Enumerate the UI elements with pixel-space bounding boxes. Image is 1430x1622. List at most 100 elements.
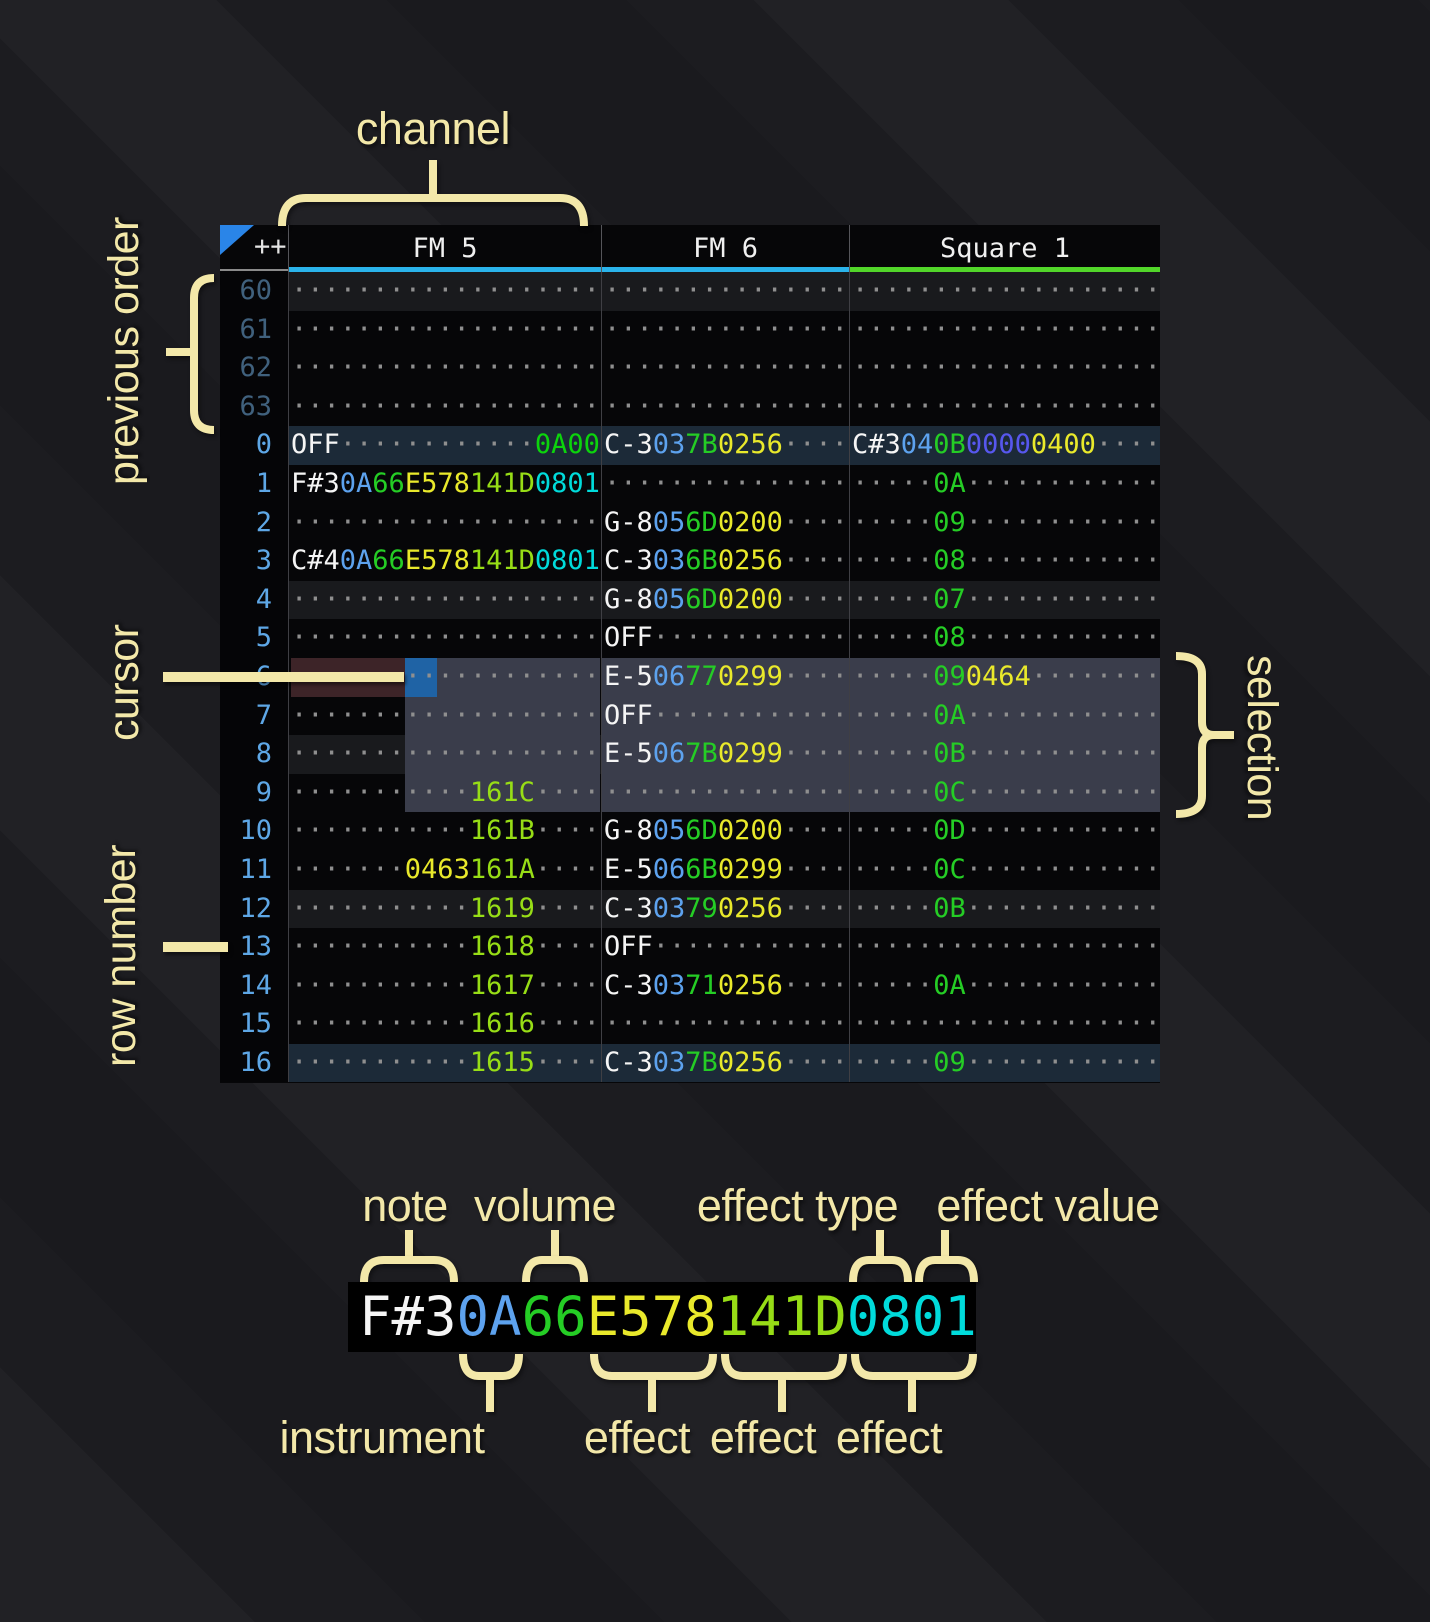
empty-segment: ··················· [291,313,600,345]
pattern-cell-fm6[interactable]: C-3036B0256···· [601,542,849,581]
pattern-cell-fm6[interactable]: C-3037B0256···· [601,1043,849,1083]
pattern-cell-fm6[interactable]: E-5066B0299···· [601,850,849,890]
pattern-cell-fm6[interactable]: C-303790256···· [601,889,849,929]
pattern-cell-fm5[interactable]: ··················· [288,387,601,427]
effect-value-bracket [915,1256,978,1283]
pattern-cell-fm6[interactable]: ··············· [601,387,849,427]
pattern-cell-fm6[interactable]: ··············· [601,310,849,350]
effect2-bracket [721,1353,847,1380]
channel-header-fm6[interactable]: FM 6 [601,225,849,272]
pattern-cell-sq[interactable]: ·····08············ [849,542,1160,581]
pattern-cell-fm5[interactable]: ·······0463161A···· [288,850,601,890]
empty-segment: ··················· [852,313,1160,345]
channel-underline [602,267,849,272]
pattern-cell-sq[interactable]: ··················· [849,349,1160,388]
pattern-cell-fm6[interactable]: G-8056D0200···· [601,812,849,851]
pattern-cell-sq[interactable]: C#3040B00000400···· [849,426,1160,465]
pattern-cell-fm5[interactable]: ···········1615···· [288,1043,601,1083]
channel-header-fm5[interactable]: FM 5 [288,225,601,272]
pattern-segment: 03 [652,429,686,461]
pattern-cell-fm5[interactable]: ··················· [288,503,601,543]
pattern-cell-fm6[interactable]: OFF············ [601,928,849,967]
pattern-cell-fm5[interactable]: ···········1617···· [288,966,601,1006]
pattern-cell-fm6[interactable]: ··············· [601,349,849,388]
pattern-segment: 08 [933,545,966,577]
pattern-cell-fm5[interactable]: OFF············0A00 [288,426,601,465]
pattern-cell-sq[interactable]: ··················· [849,310,1160,350]
pattern-cell-sq[interactable]: ·····0B············ [849,889,1160,929]
pattern-cell-fm5[interactable]: F#30A66E578141D0801 [288,464,601,504]
pattern-cell-sq[interactable]: ·····0A············ [849,696,1160,736]
channel-header-sq[interactable]: Square 1 [849,225,1160,272]
pattern-cell-fm5[interactable]: C#40A66E578141D0801 [288,542,601,581]
pattern-cell-fm5[interactable]: ··················· [288,310,601,350]
pattern-row: 13 ···········1618···· OFF············ ····… [220,928,1160,967]
pattern-cell-sq[interactable]: ··················· [849,928,1160,967]
empty-segment: ··················· [291,275,600,306]
pattern-cell-fm6[interactable]: E-5067B0299···· [601,735,849,774]
channel-brace [278,160,588,227]
pattern-cell-sq[interactable]: ·····07············ [849,580,1160,620]
pattern-cell-fm5[interactable]: ··················· [288,696,601,736]
pattern-cell-fm6[interactable]: G-8056D0200···· [601,503,849,543]
pattern-cell-sq[interactable]: ·····0D············ [849,812,1160,851]
pattern-cell-fm6[interactable]: ··············· [601,1005,849,1044]
pattern-cell-fm6[interactable]: OFF············ [601,619,849,658]
row-number: 63 [220,387,288,427]
pattern-cell-sq[interactable]: ·····0A············ [849,464,1160,504]
effect-type-stem [876,1230,884,1256]
pattern-cell-sq[interactable]: ·····0B············ [849,735,1160,774]
pattern-cell-fm5[interactable]: ···········1616···· [288,1005,601,1044]
effect2-label: effect [709,1412,817,1463]
pattern-cell-fm6[interactable]: G-8056D0200···· [601,580,849,620]
empty-segment: ····· [852,506,934,538]
pattern-cell-sq[interactable]: ·····0A············ [849,966,1160,1006]
pattern-cell-fm5[interactable]: ···········161B···· [288,812,601,851]
order-corner-cell[interactable]: ++ [220,225,288,272]
empty-segment: ····· [852,467,934,499]
pattern-cell-fm5[interactable]: ··················· [288,735,601,774]
pattern-segment: 03 [652,892,686,924]
empty-segment: ····· [852,853,934,885]
pattern-cell-fm5[interactable]: ··················· [288,580,601,620]
pattern-segment: G-8 [604,506,653,538]
pattern-cell-sq[interactable]: ··················· [849,387,1160,427]
pattern-cell-fm5[interactable]: ··················· [288,272,601,311]
pattern-cell-sq[interactable]: ·····0C············ [849,773,1160,813]
empty-segment: ···· [782,506,848,538]
pattern-cell-fm6[interactable]: ··············· [601,773,849,813]
empty-segment: ······· [291,853,405,885]
pattern-cell-sq[interactable]: ·····08············ [849,619,1160,658]
pattern-cell-fm6[interactable]: C-3037B0256···· [601,426,849,465]
pattern-cell-fm6[interactable]: E-506770299···· [601,657,849,697]
pattern-cell-sq[interactable]: ·····0C············ [849,850,1160,890]
pattern-cell-fm5[interactable]: ··················· [288,619,601,658]
pattern-cell-fm6[interactable]: OFF············ [601,696,849,736]
pattern-cell-sq[interactable]: ·····090464········ [849,657,1160,697]
effect3-bracket [851,1353,977,1380]
pattern-cell-fm5[interactable]: ···········1619···· [288,889,601,929]
pattern-segment: 03 [652,969,686,1001]
pattern-cell-fm5[interactable]: ···········161C···· [288,773,601,813]
pattern-segment: 161C [469,773,535,813]
pattern-cell-fm6[interactable]: C-303710256···· [601,966,849,1006]
empty-segment: ··········· [291,1046,470,1078]
pattern-cell-sq[interactable]: ·····09············ [849,503,1160,543]
pattern-cell-fm5[interactable]: ···········1618···· [288,928,601,967]
pattern-cell-sq[interactable]: ··················· [849,272,1160,311]
effect-type-bracket [849,1256,912,1283]
pattern-cell-sq[interactable]: ··················· [849,1005,1160,1044]
pattern-segment: 0D [933,815,966,847]
empty-segment: ···· [782,969,848,1001]
pattern-row: 4 ··················· G-8056D0200···· ·····… [220,580,1160,620]
pattern-cell-fm6[interactable]: ··············· [601,272,849,311]
pattern-row: 62 ··················· ··············· ····… [220,349,1160,388]
pattern-cell-sq[interactable]: ·····09············ [849,1043,1160,1083]
empty-segment: ············ [404,696,600,736]
pattern-segment: OFF [604,699,653,731]
pattern-cell-fm5[interactable]: ··················· [288,657,601,697]
pattern-segment: 0B [933,892,966,924]
row-number: 1 [220,464,288,504]
pattern-cell-fm6[interactable]: ··············· [601,464,849,504]
pattern-cell-fm5[interactable]: ··················· [288,349,601,388]
